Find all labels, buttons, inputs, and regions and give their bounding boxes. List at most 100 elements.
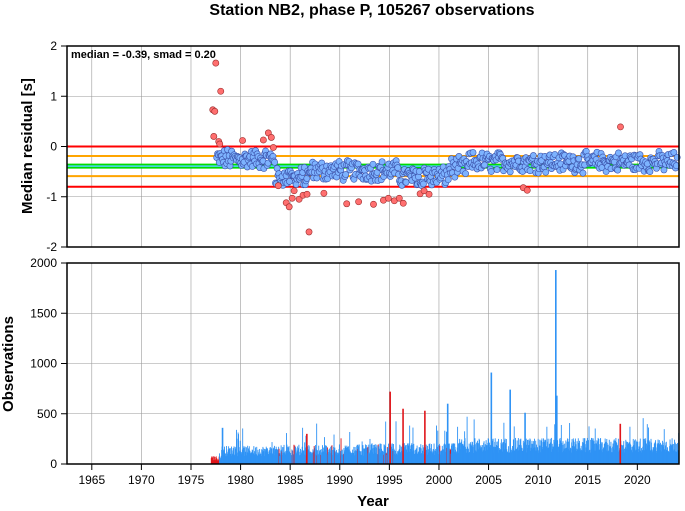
observations-y-tick-label: 500 bbox=[37, 407, 57, 421]
outlier-point bbox=[211, 107, 219, 115]
observation-bar bbox=[614, 440, 616, 464]
observation-peak-bar bbox=[524, 412, 526, 464]
observation-peak-bar bbox=[555, 270, 557, 464]
residual-y-tick-label: -2 bbox=[46, 240, 57, 254]
observation-bar bbox=[466, 416, 468, 464]
residual-points bbox=[209, 59, 681, 236]
observation-bar bbox=[349, 432, 351, 464]
observation-bar bbox=[212, 456, 214, 464]
observation-bar bbox=[395, 421, 397, 464]
observation-bar bbox=[302, 427, 304, 464]
outlier-point bbox=[420, 187, 428, 195]
observation-bar bbox=[444, 430, 446, 464]
observations-y-axis-label: Observations bbox=[0, 316, 17, 412]
observation-bar bbox=[540, 440, 542, 464]
observation-bar bbox=[233, 446, 235, 464]
observation-bar bbox=[569, 423, 571, 464]
outlier-point bbox=[370, 200, 377, 208]
observation-bar bbox=[345, 446, 347, 464]
outlier-point bbox=[217, 87, 225, 95]
observation-bar bbox=[333, 434, 335, 464]
residual-y-ticks: 2 1 0 -1 -2 bbox=[46, 39, 67, 254]
observation-bar bbox=[407, 443, 409, 464]
observation-bar bbox=[316, 423, 318, 464]
chart-title: Station NB2, phase P, 105267 observation… bbox=[209, 2, 534, 19]
outlier-point bbox=[216, 140, 224, 148]
observation-bar bbox=[550, 437, 552, 464]
outlier-point bbox=[395, 194, 403, 202]
outlier-point bbox=[384, 194, 392, 202]
observation-bar bbox=[525, 438, 527, 464]
x-tick-label: 1965 bbox=[78, 473, 105, 487]
x-tick-label: 1970 bbox=[128, 473, 155, 487]
observation-bar bbox=[271, 442, 273, 464]
observation-bars bbox=[210, 270, 680, 464]
inlier-point bbox=[420, 180, 427, 188]
outlier-point bbox=[320, 189, 328, 197]
year-x-axis-label: Year bbox=[357, 493, 389, 510]
observations-y-ticks: 2000 1500 1000 500 0 bbox=[30, 256, 67, 471]
outlier-point bbox=[399, 199, 407, 207]
inlier-point bbox=[271, 158, 279, 166]
outlier-point bbox=[425, 190, 433, 198]
inlier-point bbox=[506, 168, 514, 176]
observation-bar bbox=[547, 438, 549, 464]
outlier-point bbox=[617, 123, 624, 131]
inlier-point bbox=[444, 176, 452, 184]
residual-y-tick-label: 0 bbox=[50, 140, 57, 154]
observations-y-tick-label: 2000 bbox=[30, 256, 57, 270]
observation-bar bbox=[362, 445, 364, 464]
observation-peak-bar bbox=[619, 423, 622, 464]
x-tick-label: 2005 bbox=[475, 473, 502, 487]
observation-peak-bar bbox=[389, 391, 391, 464]
outlier-point bbox=[259, 136, 267, 144]
outlier-point bbox=[239, 137, 246, 144]
x-tick-label: 1985 bbox=[277, 473, 304, 487]
observation-bar bbox=[617, 438, 619, 464]
observation-bar bbox=[436, 425, 437, 464]
x-tick-label: 1980 bbox=[227, 473, 254, 487]
outlier-point bbox=[295, 195, 303, 203]
outlier-point bbox=[212, 59, 220, 67]
inlier-point bbox=[579, 169, 587, 177]
observation-bar bbox=[236, 438, 238, 464]
inlier-point bbox=[493, 166, 501, 174]
outlier-point bbox=[210, 133, 218, 140]
inlier-point bbox=[394, 164, 402, 172]
outlier-point bbox=[274, 182, 282, 190]
inlier-point bbox=[670, 149, 678, 156]
x-tick-label: 2010 bbox=[525, 473, 552, 487]
observation-bar bbox=[214, 456, 216, 464]
inlier-point bbox=[402, 178, 410, 186]
inlier-point bbox=[286, 178, 293, 185]
observation-bar bbox=[305, 435, 307, 464]
observation-bar bbox=[537, 438, 539, 464]
inlier-point bbox=[614, 166, 622, 174]
observation-bar bbox=[498, 438, 499, 464]
inlier-point bbox=[542, 168, 550, 176]
observation-bar bbox=[256, 446, 258, 464]
observation-peak-bar bbox=[556, 395, 558, 464]
residual-y-tick-label: 1 bbox=[50, 89, 57, 103]
observation-peak-bar bbox=[509, 389, 511, 464]
inlier-point bbox=[462, 170, 469, 177]
observation-bar bbox=[513, 426, 515, 464]
residual-y-tick-label: 2 bbox=[50, 39, 57, 53]
outlier-point bbox=[305, 228, 313, 236]
inlier-point bbox=[378, 158, 386, 166]
inlier-point bbox=[526, 167, 534, 175]
observation-peak-bar bbox=[446, 403, 449, 464]
observations-grid bbox=[67, 263, 679, 464]
observations-y-tick-label: 1000 bbox=[30, 357, 57, 371]
observation-bar bbox=[457, 426, 459, 464]
outlier-point bbox=[288, 194, 296, 202]
observation-bar bbox=[571, 439, 573, 464]
inlier-point bbox=[615, 149, 622, 157]
observation-peak-bar bbox=[402, 408, 404, 464]
outlier-point bbox=[303, 190, 311, 198]
observation-bar bbox=[642, 418, 644, 464]
inlier-point bbox=[342, 171, 350, 178]
observations-y-tick-label: 0 bbox=[50, 457, 57, 471]
residual-y-tick-label: -1 bbox=[46, 190, 57, 204]
